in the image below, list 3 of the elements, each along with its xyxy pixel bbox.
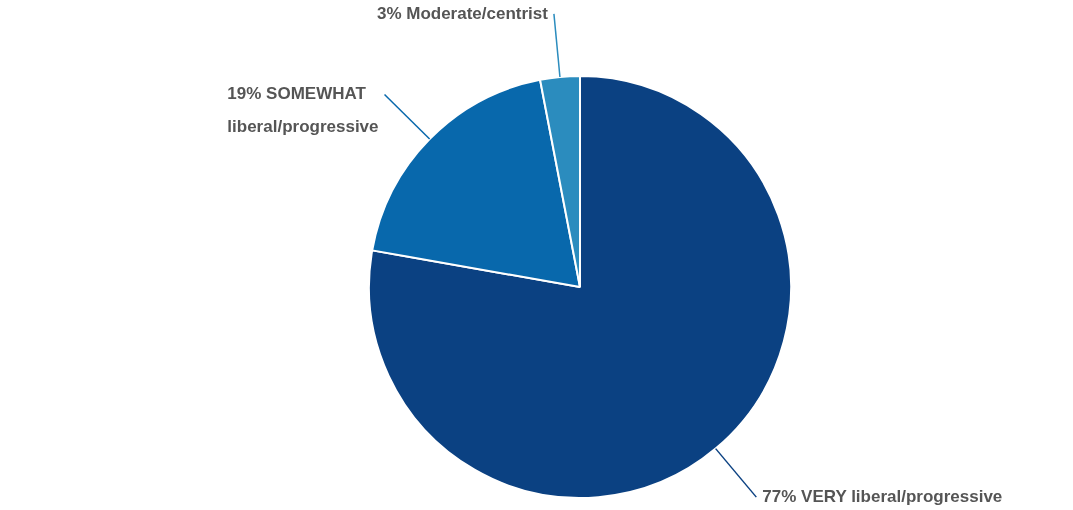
slice-label: 77% VERY liberal/progressive (762, 486, 1003, 506)
slice-label: 19% SOMEWHAT liberal/progressive (227, 84, 379, 137)
slice-label: 3% Moderate/centrist (376, 3, 549, 23)
